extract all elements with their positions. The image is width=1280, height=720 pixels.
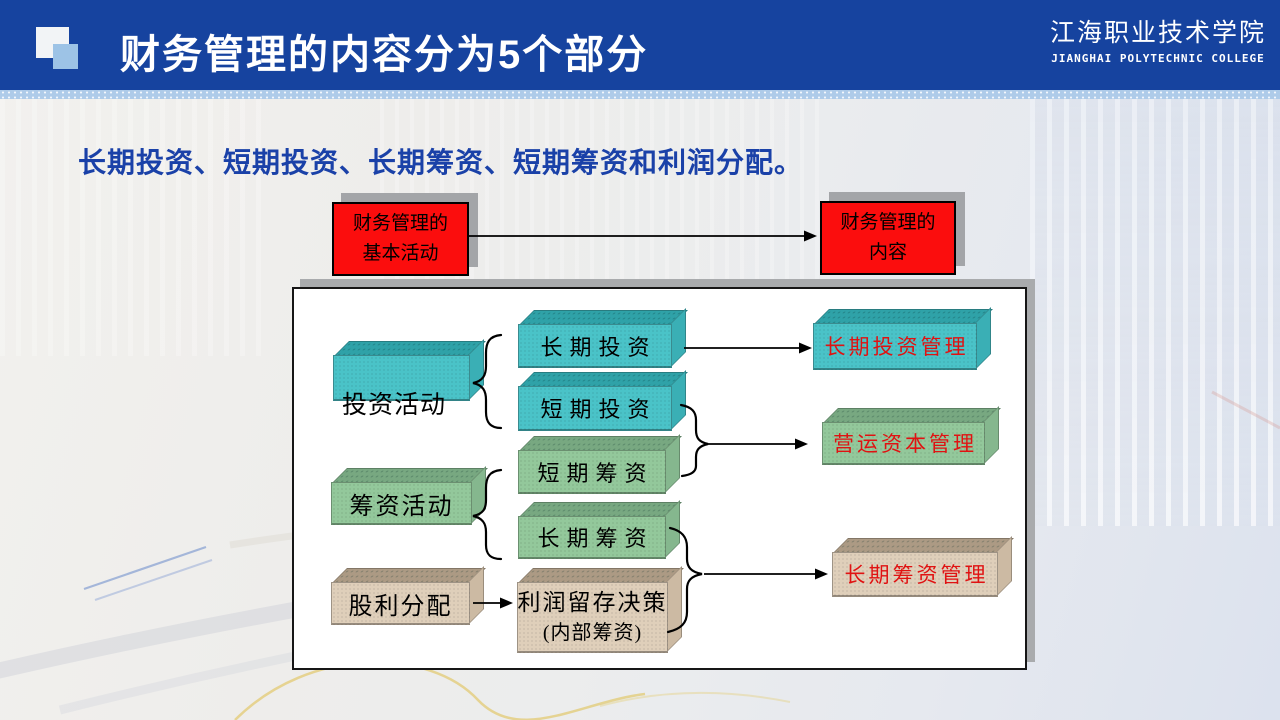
header-bar: 财务管理的内容分为5个部分 江海职业技术学院 JIANGHAI POLYTECH… <box>0 0 1280 90</box>
box-front-face: 筹资活动 <box>331 482 472 525</box>
page-title: 财务管理的内容分为5个部分 <box>120 33 649 77</box>
box-label: 长期筹资 <box>537 526 654 551</box>
box-label: 长期筹资管理 <box>844 563 989 587</box>
box-label: 短期投资 <box>540 397 657 422</box>
box-longterm-financing: 长期筹资 <box>518 500 682 559</box>
box-working-capital-management: 营运资本管理 <box>822 406 1001 465</box>
college-name-cn: 江海职业技术学院 <box>1049 20 1266 47</box>
flow-target-line1: 财务管理的 <box>840 211 936 233</box>
box-front-face: 短期投资 <box>518 386 672 431</box>
college-name-en: JIANGHAI POLYTECHNIC COLLEGE <box>1051 52 1265 65</box>
box-longterm-investment: 长期投资 <box>518 308 688 368</box>
box-investing-activities: 投资活动 <box>333 339 486 419</box>
college-brand: 江海职业技术学院 JIANGHAI POLYTECHNIC COLLEGE <box>1050 13 1266 65</box>
flow-source-box: 财务管理的 基本活动 <box>332 202 469 276</box>
box-label: 股利分配 <box>348 593 453 620</box>
box-front-face: 长期投资管理 <box>813 323 977 370</box>
box-front-face: 短期筹资 <box>518 450 666 494</box>
logo-icon-overlay <box>53 44 78 69</box>
flow-target-line2: 内容 <box>868 242 907 263</box>
background-bars-left <box>0 96 270 356</box>
box-side-face <box>666 566 682 653</box>
box-front-face: 长期筹资管理 <box>832 552 998 597</box>
box-front-face: 利润留存决策 (内部筹资) <box>517 582 668 653</box>
box-label: 筹资活动 <box>349 493 454 520</box>
box-front-face: 股利分配 <box>331 582 470 625</box>
box-financing-activities: 筹资活动 <box>331 466 488 525</box>
box-front-face: 长期筹资 <box>518 516 666 559</box>
flow-source-line1: 财务管理的 <box>352 212 448 234</box>
box-label-line2: (内部筹资) <box>542 622 643 645</box>
box-label-line1: 利润留存决策 <box>517 589 668 615</box>
box-label: 营运资本管理 <box>833 432 977 456</box>
flow-target-box: 财务管理的 内容 <box>820 201 956 275</box>
intro-sentence: 长期投资、短期投资、长期筹资、短期筹资和利润分配。 <box>78 147 804 178</box>
box-label: 利润留存决策 (内部筹资) <box>518 586 668 648</box>
box-label: 短期筹资 <box>537 460 654 486</box>
box-front-face: 营运资本管理 <box>822 422 985 465</box>
box-front-face: 投资活动 <box>333 355 470 419</box>
box-label: 长期投资 <box>540 334 657 360</box>
box-retained-profit-decision: 利润留存决策 (内部筹资) <box>517 566 684 653</box>
box-longterm-investment-management: 长期投资管理 <box>813 307 993 370</box>
header-accent-strip <box>0 90 1280 99</box>
flow-source-line2: 基本活动 <box>362 243 439 264</box>
box-label: 长期投资管理 <box>824 335 969 359</box>
box-longterm-financing-management: 长期筹资管理 <box>832 536 1014 597</box>
box-shortterm-financing: 短期筹资 <box>518 434 682 494</box>
box-label: 投资活动 <box>342 392 447 419</box>
box-shortterm-investment: 短期投资 <box>518 370 688 431</box>
background-bars-right <box>1030 96 1280 526</box>
box-dividend-distribution: 股利分配 <box>331 566 486 625</box>
box-front-face: 长期投资 <box>518 324 672 368</box>
arrowhead <box>804 230 817 242</box>
